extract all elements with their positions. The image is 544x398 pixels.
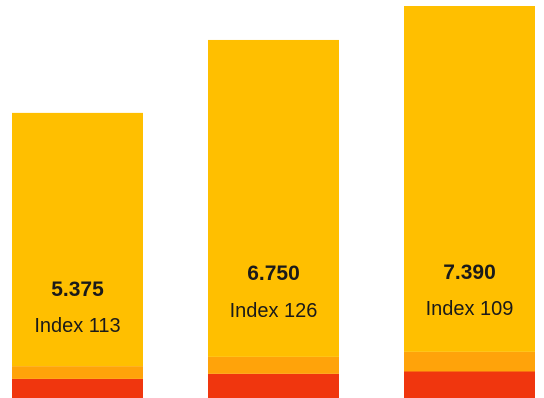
bar-1: 5.375 Index 113 xyxy=(12,112,143,398)
bar-3-value-label: 7.390 xyxy=(443,261,496,284)
bar-3-segment-middle xyxy=(404,351,535,372)
bar-3-segment-top xyxy=(404,6,535,352)
bar-1-segment-middle xyxy=(12,366,143,379)
bar-1-segment-top xyxy=(12,112,143,367)
bar-2-segment-top xyxy=(208,39,339,357)
bar-2: 6.750 Index 126 xyxy=(208,39,339,398)
bar-2-value-label: 6.750 xyxy=(247,262,300,285)
bar-3-segment-bottom xyxy=(404,371,535,398)
bar-3-index-label: Index 109 xyxy=(426,298,514,320)
bar-3: 7.390 Index 109 xyxy=(404,6,535,398)
bar-1-value-label: 5.375 xyxy=(51,278,104,301)
bar-2-segment-bottom xyxy=(208,373,339,398)
bar-2-segment-middle xyxy=(208,356,339,374)
bar-1-segment-bottom xyxy=(12,378,143,398)
bar-1-index-label: Index 113 xyxy=(34,315,120,337)
bar-2-index-label: Index 126 xyxy=(230,300,318,322)
